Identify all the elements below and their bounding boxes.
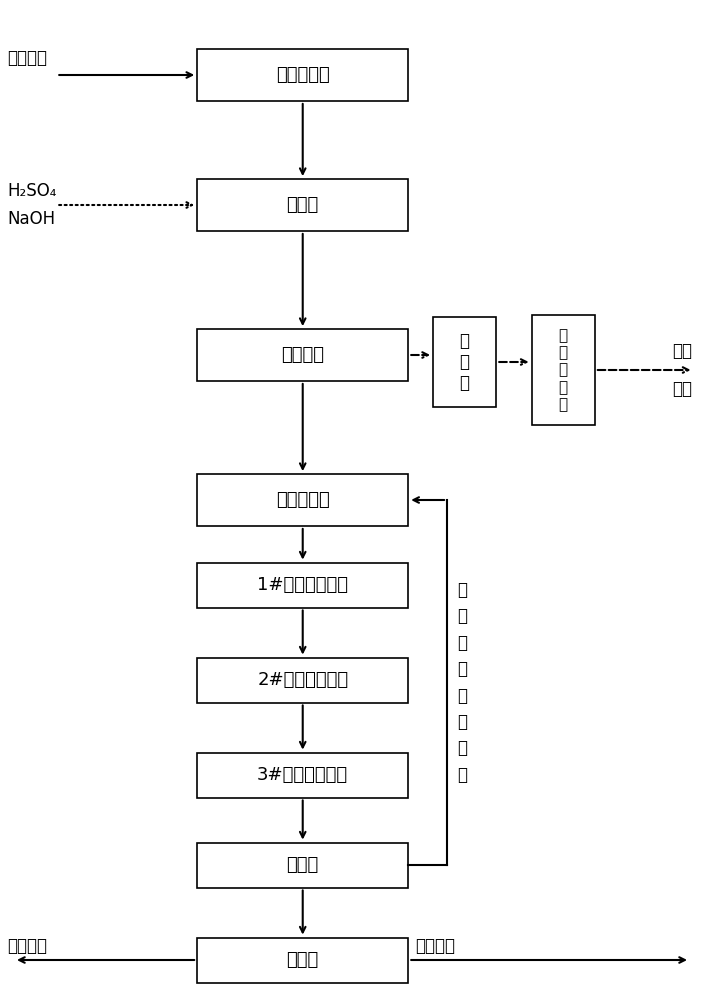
Text: 污
泥
脱
水
机: 污 泥 脱 水 机 xyxy=(559,328,567,412)
Text: 干泥: 干泥 xyxy=(672,342,692,360)
Text: NaOH: NaOH xyxy=(7,210,55,228)
Text: 粗、细格栅: 粗、细格栅 xyxy=(276,66,329,84)
Text: 生产回用: 生产回用 xyxy=(7,937,47,955)
Bar xyxy=(433,317,496,407)
Bar xyxy=(532,315,595,425)
Text: 生产废水: 生产废水 xyxy=(7,49,47,67)
Bar xyxy=(197,474,408,526)
Text: 生态中转池: 生态中转池 xyxy=(276,491,329,509)
Bar xyxy=(197,179,408,231)
Text: 外运: 外运 xyxy=(672,380,692,398)
Text: 曝气水箱: 曝气水箱 xyxy=(281,346,325,364)
Bar xyxy=(197,842,408,888)
Bar xyxy=(197,49,408,101)
Bar xyxy=(197,938,408,982)
Text: 1#一级生态沟渠: 1#一级生态沟渠 xyxy=(257,576,348,594)
Text: 沉淀池: 沉淀池 xyxy=(287,856,319,874)
Bar xyxy=(197,329,408,381)
Bar xyxy=(197,752,408,798)
Text: 达标排放: 达标排放 xyxy=(415,937,455,955)
Bar xyxy=(197,562,408,608)
Text: H₂SO₄: H₂SO₄ xyxy=(7,182,56,200)
Text: 3#三级生态沟渠: 3#三级生态沟渠 xyxy=(257,766,348,784)
Text: 泵
驱
动
内
循
环
回
流: 泵 驱 动 内 循 环 回 流 xyxy=(458,581,467,784)
Text: 2#二级生态沟渠: 2#二级生态沟渠 xyxy=(257,671,348,689)
Text: 清水池: 清水池 xyxy=(287,951,319,969)
Bar xyxy=(197,658,408,702)
Text: 污
泥
池: 污 泥 池 xyxy=(460,332,470,392)
Text: 调节池: 调节池 xyxy=(287,196,319,214)
